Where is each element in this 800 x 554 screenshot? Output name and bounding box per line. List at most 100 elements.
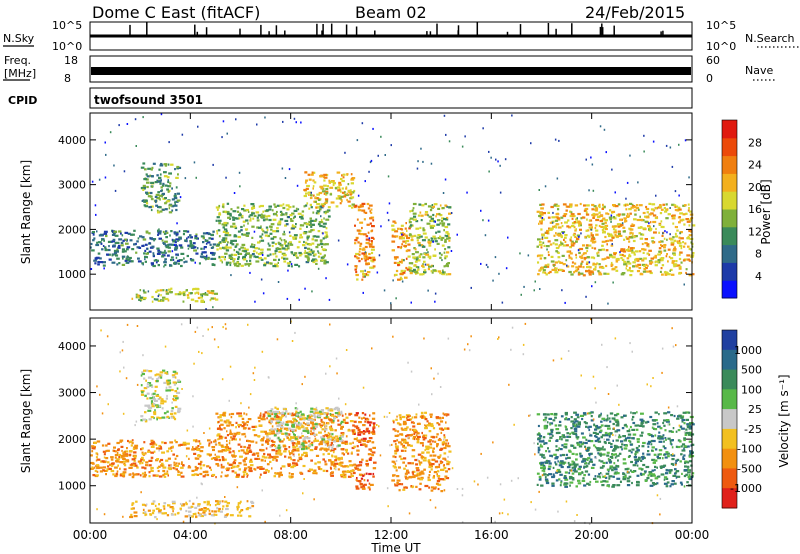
echo-cell: [429, 462, 432, 465]
echo-cell: [419, 473, 422, 476]
echo-cell: [119, 474, 122, 477]
echo-noise: [585, 295, 587, 298]
echo-cell: [337, 407, 340, 410]
echo-cell: [308, 253, 312, 256]
echo-cell: [219, 428, 223, 431]
echo-cell: [435, 215, 437, 218]
echo-cell: [394, 257, 397, 260]
echo-cell: [563, 238, 565, 241]
echo-cell: [317, 461, 321, 464]
echo-cell: [174, 168, 176, 171]
echo-noise: [104, 141, 106, 144]
echo-cell: [659, 240, 664, 243]
echo-cell: [246, 472, 248, 475]
echo-cell: [432, 440, 434, 443]
echo-cell: [253, 214, 257, 217]
echo-cell: [160, 446, 162, 449]
echo-noise: [492, 279, 494, 282]
echo-noise: [626, 181, 629, 184]
echo-cell: [123, 462, 126, 465]
echo-cell: [420, 214, 424, 217]
echo-cell: [143, 441, 146, 444]
echo-noise: [311, 290, 313, 293]
echo-cell: [630, 236, 634, 239]
echo-cell: [166, 371, 169, 374]
echo-cell: [426, 263, 430, 266]
echo-cell: [106, 449, 110, 452]
echo-cell: [216, 507, 219, 510]
echo-cell: [331, 463, 336, 466]
echo-noise: [420, 147, 422, 150]
echo-cell: [360, 257, 363, 261]
echo-noise: [523, 285, 525, 288]
echo-cell: [414, 260, 418, 263]
echo-cell: [302, 244, 306, 247]
echo-cell: [93, 259, 97, 262]
echo-cell: [670, 462, 674, 466]
echo-cell: [321, 248, 326, 251]
echo-cell: [566, 250, 570, 253]
echo-cell: [334, 435, 339, 438]
echo-noise: [625, 197, 627, 200]
echo-cell: [539, 203, 542, 206]
echo-cell: [157, 511, 162, 514]
echo-cell: [111, 261, 116, 264]
echo-cell: [416, 432, 420, 435]
echo-cell: [621, 253, 624, 257]
echo-cell: [541, 203, 545, 206]
echo-cell: [371, 225, 375, 228]
echo-cell: [326, 437, 330, 440]
echo-cell: [277, 261, 279, 264]
echo-cell: [393, 440, 397, 443]
echo-cell: [257, 241, 261, 244]
echo-cell: [341, 452, 344, 455]
echo-cell: [589, 270, 593, 273]
echo-cell: [165, 289, 168, 292]
echo-cell: [172, 239, 176, 242]
echo-cell: [299, 422, 303, 425]
echo-cell: [604, 227, 608, 231]
echo-cell: [177, 173, 179, 176]
echo-cell: [126, 258, 130, 262]
echo-cell: [658, 449, 663, 452]
echo-cell: [256, 226, 259, 229]
echo-cell: [408, 266, 411, 269]
echo-cell: [293, 209, 298, 212]
echo-cell: [443, 452, 447, 455]
echo-cell: [624, 204, 627, 207]
echo-cell: [663, 207, 666, 210]
echo-cell: [145, 173, 148, 176]
echo-cell: [310, 430, 312, 433]
echo-cell: [604, 441, 607, 445]
echo-cell: [553, 234, 556, 237]
echo-noise: [172, 258, 175, 261]
echo-cell: [312, 472, 317, 475]
echo-cell: [272, 458, 275, 461]
echo-cell: [367, 486, 371, 489]
echo-cell: [158, 503, 160, 506]
echo-cell: [573, 233, 576, 236]
echo-cell: [225, 263, 229, 266]
echo-cell: [278, 258, 280, 261]
echo-cell: [446, 427, 450, 430]
echo-noise: [578, 235, 580, 238]
echo-cell: [368, 448, 372, 451]
echo-cell: [237, 256, 240, 259]
echo-noise: [494, 256, 497, 259]
echo-cell: [670, 238, 674, 241]
echo-cell: [363, 486, 366, 489]
echo-cell: [539, 220, 543, 223]
echo-cell: [122, 460, 127, 463]
echo-cell: [421, 204, 425, 207]
echo-cell: [422, 232, 427, 235]
echo-cell: [394, 443, 397, 446]
echo-cell: [594, 446, 597, 449]
echo-cell: [105, 444, 108, 447]
echo-cell: [308, 193, 310, 196]
echo-cell: [175, 176, 179, 179]
echo-cell: [319, 242, 324, 246]
echo-noise: [104, 176, 107, 179]
echo-cell: [596, 215, 601, 219]
echo-cell: [541, 455, 543, 458]
echo-cell: [246, 439, 248, 442]
